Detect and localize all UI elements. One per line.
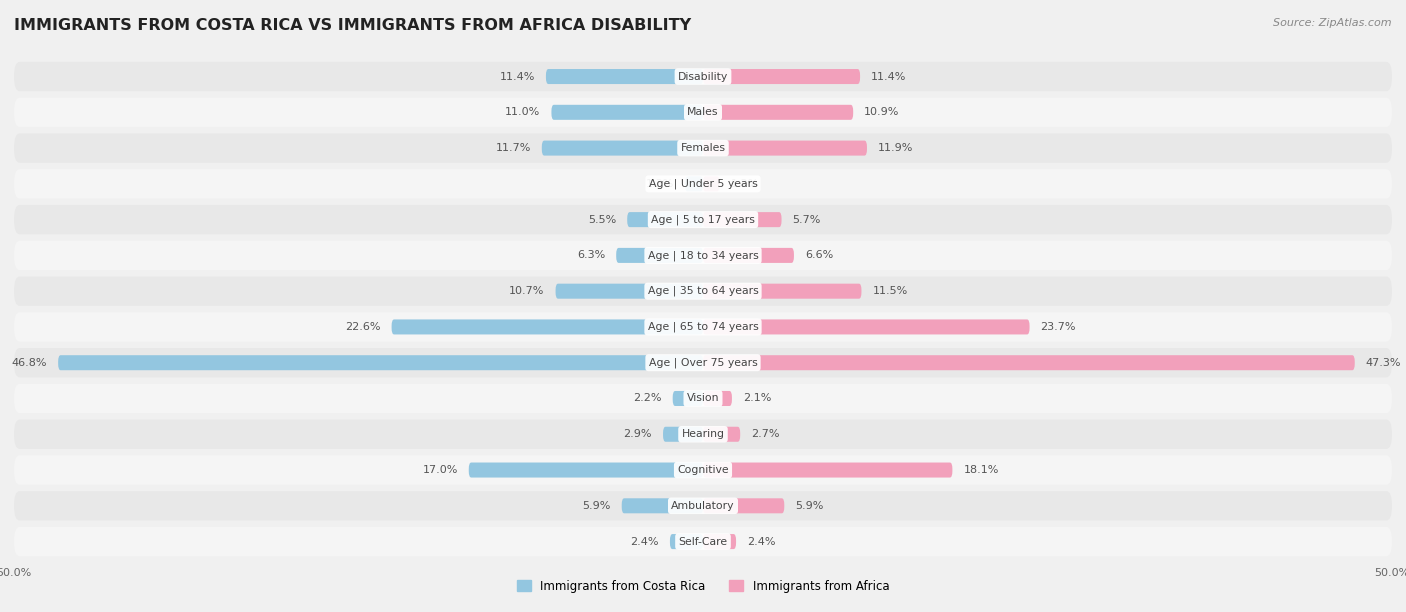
Text: 11.9%: 11.9% bbox=[877, 143, 914, 153]
FancyBboxPatch shape bbox=[672, 391, 703, 406]
Text: 6.6%: 6.6% bbox=[806, 250, 834, 260]
Text: 1.3%: 1.3% bbox=[645, 179, 673, 189]
FancyBboxPatch shape bbox=[14, 384, 1392, 413]
FancyBboxPatch shape bbox=[541, 141, 703, 155]
FancyBboxPatch shape bbox=[14, 420, 1392, 449]
FancyBboxPatch shape bbox=[14, 277, 1392, 306]
Text: 22.6%: 22.6% bbox=[344, 322, 381, 332]
FancyBboxPatch shape bbox=[14, 348, 1392, 378]
Text: 2.2%: 2.2% bbox=[633, 394, 662, 403]
Text: Females: Females bbox=[681, 143, 725, 153]
Text: Age | 65 to 74 years: Age | 65 to 74 years bbox=[648, 322, 758, 332]
Text: 17.0%: 17.0% bbox=[422, 465, 458, 475]
FancyBboxPatch shape bbox=[14, 241, 1392, 270]
FancyBboxPatch shape bbox=[703, 283, 862, 299]
Text: Source: ZipAtlas.com: Source: ZipAtlas.com bbox=[1274, 18, 1392, 28]
FancyBboxPatch shape bbox=[703, 248, 794, 263]
Text: Age | 18 to 34 years: Age | 18 to 34 years bbox=[648, 250, 758, 261]
Text: 5.5%: 5.5% bbox=[588, 215, 616, 225]
Text: 2.7%: 2.7% bbox=[751, 429, 780, 439]
FancyBboxPatch shape bbox=[14, 169, 1392, 198]
FancyBboxPatch shape bbox=[703, 355, 1355, 370]
FancyBboxPatch shape bbox=[703, 498, 785, 513]
FancyBboxPatch shape bbox=[14, 98, 1392, 127]
Text: Age | Under 5 years: Age | Under 5 years bbox=[648, 179, 758, 189]
Text: 18.1%: 18.1% bbox=[963, 465, 998, 475]
FancyBboxPatch shape bbox=[468, 463, 703, 477]
Legend: Immigrants from Costa Rica, Immigrants from Africa: Immigrants from Costa Rica, Immigrants f… bbox=[516, 580, 890, 592]
Text: 11.0%: 11.0% bbox=[505, 107, 540, 118]
Text: 2.4%: 2.4% bbox=[747, 537, 776, 547]
Text: 2.4%: 2.4% bbox=[630, 537, 659, 547]
FancyBboxPatch shape bbox=[14, 491, 1392, 520]
FancyBboxPatch shape bbox=[703, 463, 952, 477]
FancyBboxPatch shape bbox=[58, 355, 703, 370]
FancyBboxPatch shape bbox=[14, 133, 1392, 163]
FancyBboxPatch shape bbox=[703, 212, 782, 227]
FancyBboxPatch shape bbox=[703, 534, 737, 549]
Text: 23.7%: 23.7% bbox=[1040, 322, 1076, 332]
FancyBboxPatch shape bbox=[703, 319, 1029, 334]
Text: 1.2%: 1.2% bbox=[731, 179, 759, 189]
Text: 10.7%: 10.7% bbox=[509, 286, 544, 296]
Text: 5.9%: 5.9% bbox=[796, 501, 824, 511]
Text: Age | Over 75 years: Age | Over 75 years bbox=[648, 357, 758, 368]
Text: 11.7%: 11.7% bbox=[495, 143, 531, 153]
Text: 2.9%: 2.9% bbox=[623, 429, 652, 439]
FancyBboxPatch shape bbox=[703, 105, 853, 120]
FancyBboxPatch shape bbox=[14, 312, 1392, 341]
FancyBboxPatch shape bbox=[555, 283, 703, 299]
Text: 46.8%: 46.8% bbox=[11, 358, 48, 368]
Text: Ambulatory: Ambulatory bbox=[671, 501, 735, 511]
Text: Age | 5 to 17 years: Age | 5 to 17 years bbox=[651, 214, 755, 225]
FancyBboxPatch shape bbox=[546, 69, 703, 84]
Text: Cognitive: Cognitive bbox=[678, 465, 728, 475]
FancyBboxPatch shape bbox=[14, 62, 1392, 91]
Text: Vision: Vision bbox=[686, 394, 720, 403]
Text: 47.3%: 47.3% bbox=[1365, 358, 1402, 368]
FancyBboxPatch shape bbox=[685, 176, 703, 192]
FancyBboxPatch shape bbox=[627, 212, 703, 227]
FancyBboxPatch shape bbox=[703, 176, 720, 192]
FancyBboxPatch shape bbox=[392, 319, 703, 334]
Text: 11.4%: 11.4% bbox=[872, 72, 907, 81]
FancyBboxPatch shape bbox=[616, 248, 703, 263]
Text: Self-Care: Self-Care bbox=[679, 537, 727, 547]
FancyBboxPatch shape bbox=[621, 498, 703, 513]
Text: 5.9%: 5.9% bbox=[582, 501, 610, 511]
FancyBboxPatch shape bbox=[551, 105, 703, 120]
Text: Males: Males bbox=[688, 107, 718, 118]
FancyBboxPatch shape bbox=[669, 534, 703, 549]
FancyBboxPatch shape bbox=[14, 455, 1392, 485]
Text: 10.9%: 10.9% bbox=[865, 107, 900, 118]
FancyBboxPatch shape bbox=[703, 141, 868, 155]
Text: 6.3%: 6.3% bbox=[576, 250, 605, 260]
FancyBboxPatch shape bbox=[14, 527, 1392, 556]
Text: Disability: Disability bbox=[678, 72, 728, 81]
FancyBboxPatch shape bbox=[14, 205, 1392, 234]
Text: IMMIGRANTS FROM COSTA RICA VS IMMIGRANTS FROM AFRICA DISABILITY: IMMIGRANTS FROM COSTA RICA VS IMMIGRANTS… bbox=[14, 18, 692, 34]
FancyBboxPatch shape bbox=[664, 427, 703, 442]
Text: 5.7%: 5.7% bbox=[793, 215, 821, 225]
Text: 11.4%: 11.4% bbox=[499, 72, 534, 81]
Text: Hearing: Hearing bbox=[682, 429, 724, 439]
Text: Age | 35 to 64 years: Age | 35 to 64 years bbox=[648, 286, 758, 296]
Text: 11.5%: 11.5% bbox=[873, 286, 908, 296]
Text: 2.1%: 2.1% bbox=[742, 394, 772, 403]
FancyBboxPatch shape bbox=[703, 391, 733, 406]
FancyBboxPatch shape bbox=[703, 69, 860, 84]
FancyBboxPatch shape bbox=[703, 427, 740, 442]
